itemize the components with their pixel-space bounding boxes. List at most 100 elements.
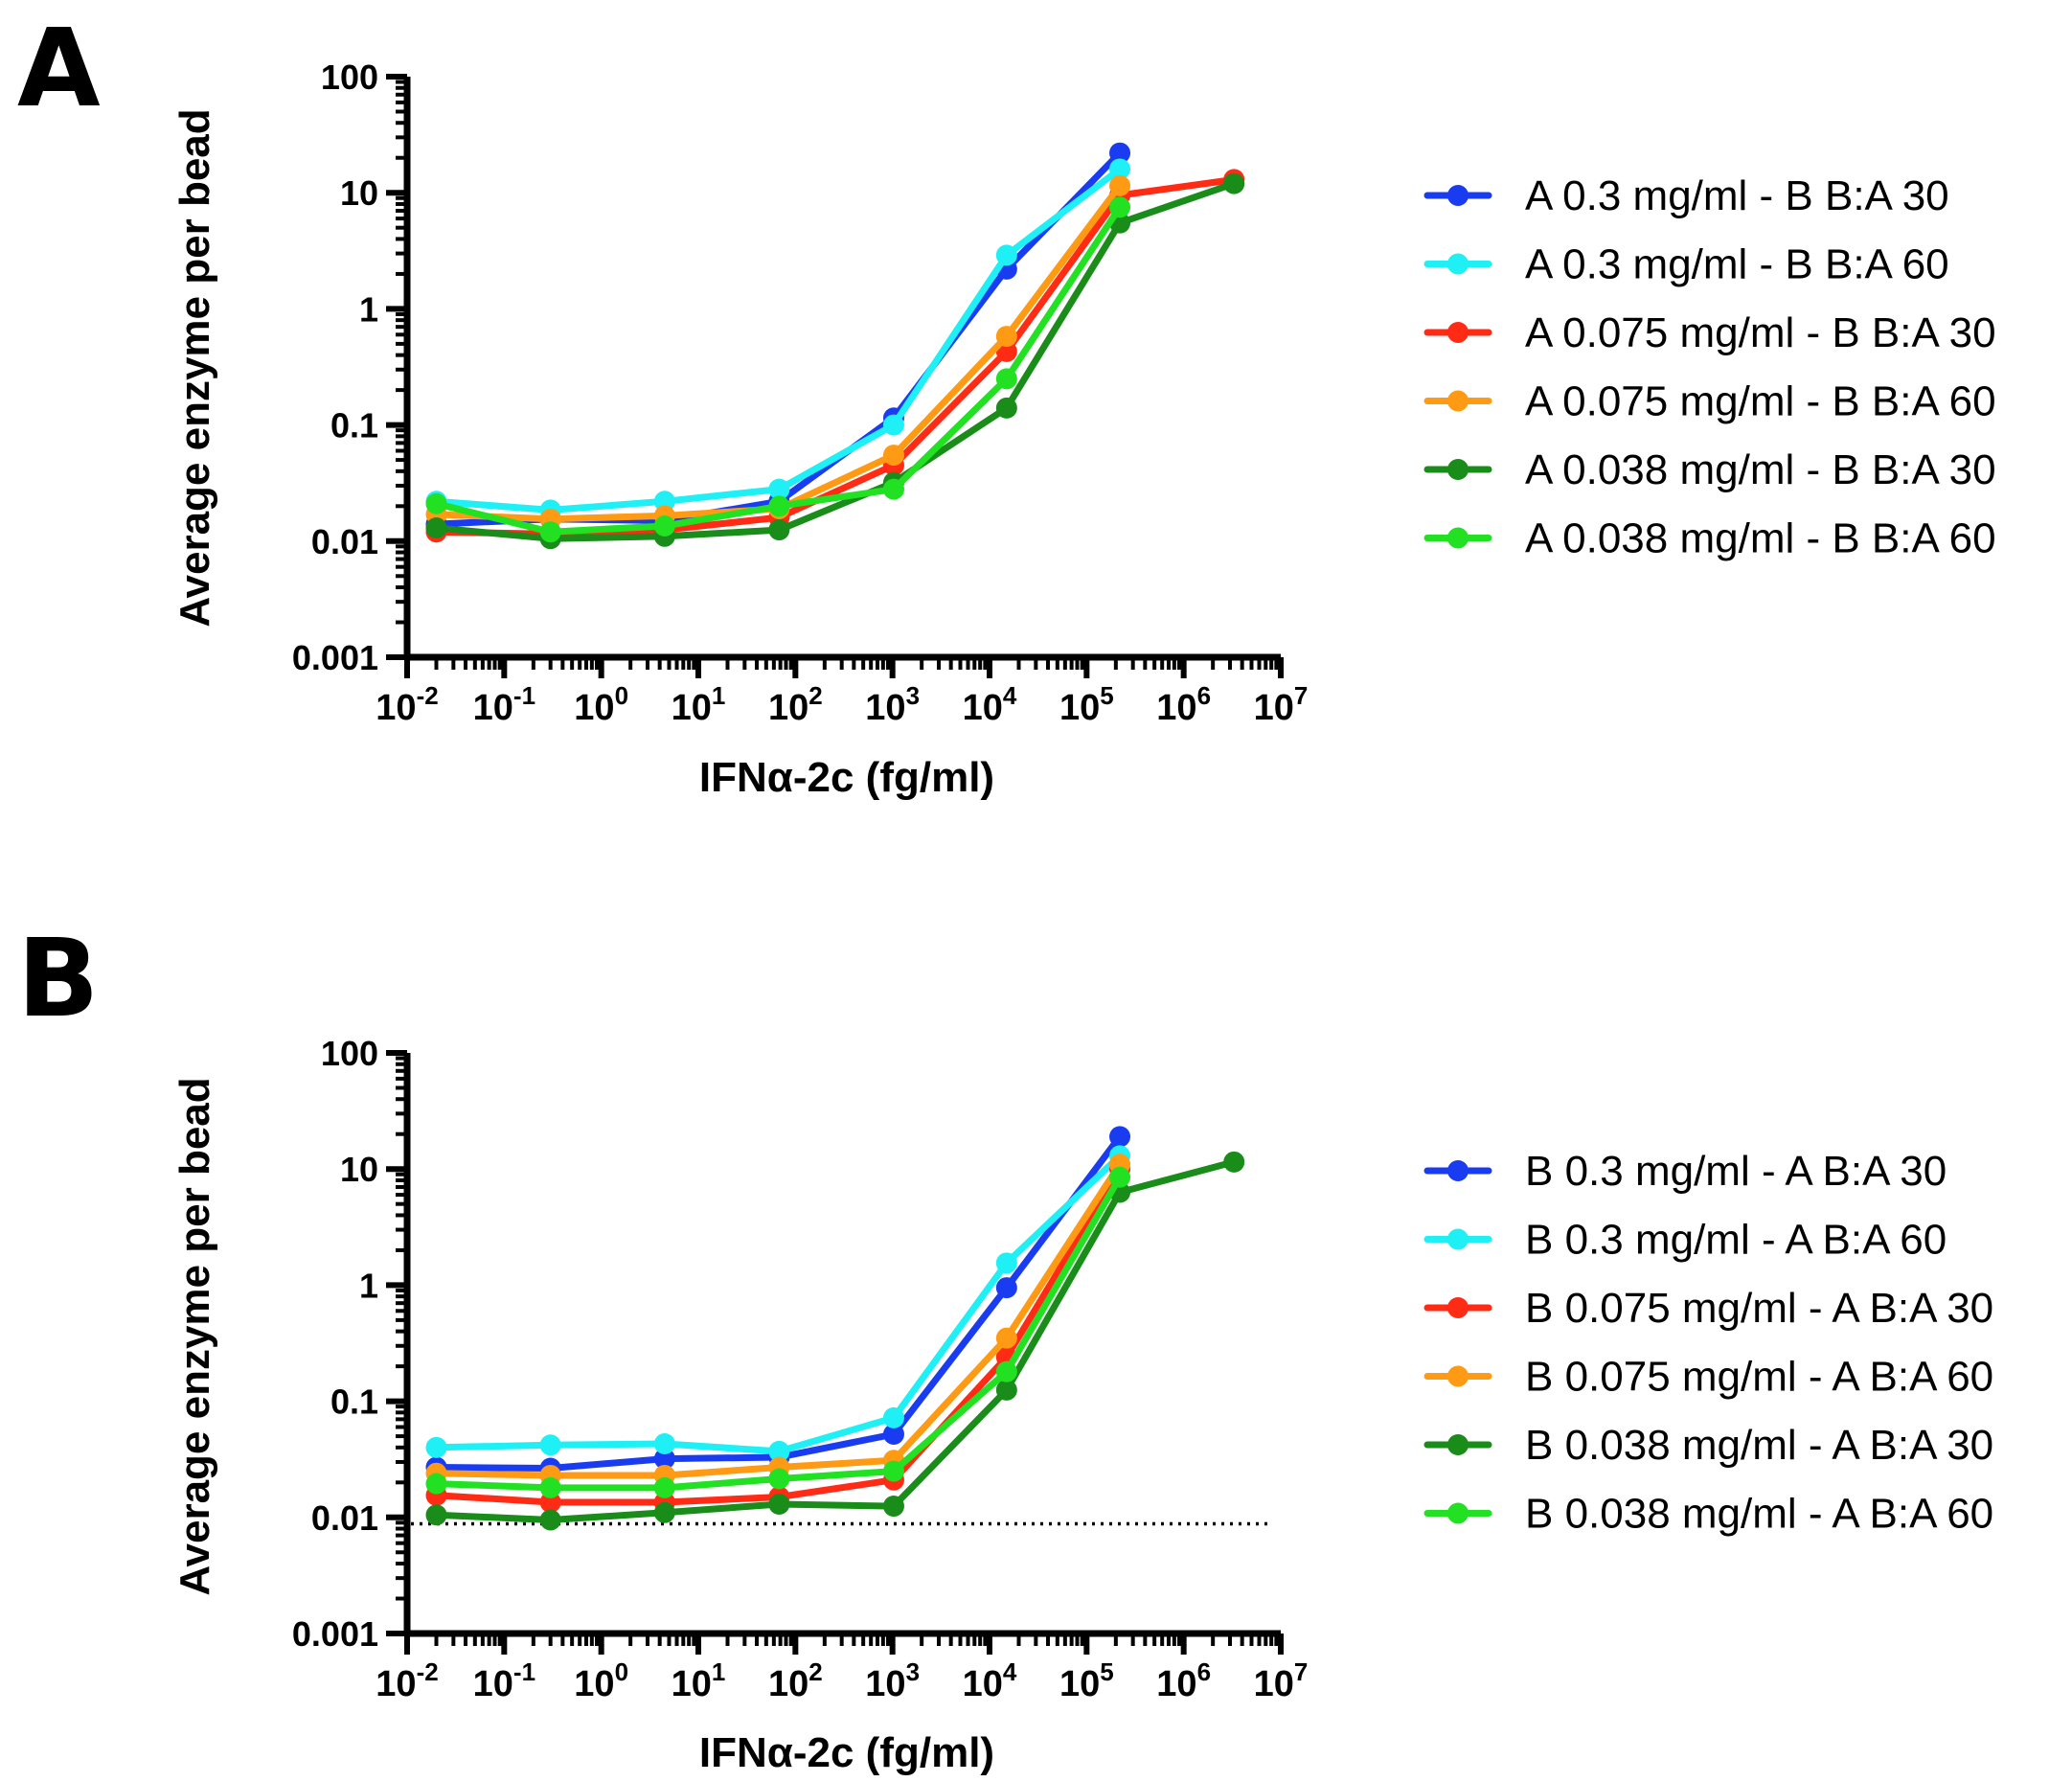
x-tick-label: 100	[574, 681, 628, 728]
x-tick-label: 104	[963, 681, 1017, 728]
data-point	[653, 515, 675, 537]
legend-entry: B 0.3 mg/ml - A B:A 60	[1423, 1217, 1947, 1264]
data-point	[1223, 1151, 1245, 1173]
x-tick-label: 103	[865, 681, 920, 728]
legend-entry: B 0.038 mg/ml - A B:A 60	[1423, 1491, 1993, 1538]
x-tick-label: 106	[1156, 1657, 1211, 1704]
data-point	[425, 516, 447, 538]
data-point	[1109, 1166, 1131, 1188]
legend-label: A 0.038 mg/ml - B B:A 60	[1525, 515, 1996, 562]
legend-label: A 0.075 mg/ml - B B:A 60	[1525, 378, 1996, 425]
data-point	[882, 445, 904, 467]
data-point	[882, 1406, 904, 1428]
y-tick-label: 0.001	[292, 1614, 378, 1654]
data-point	[995, 1379, 1017, 1401]
data-point	[1109, 142, 1131, 164]
legend-entry: B 0.075 mg/ml - A B:A 60	[1423, 1354, 1993, 1401]
y-tick-label: 0.01	[311, 1498, 378, 1538]
data-point	[882, 1496, 904, 1518]
legend-swatch-marker	[1447, 1434, 1469, 1455]
legend-label: A 0.3 mg/ml - B B:A 30	[1525, 172, 1949, 219]
legend-entry: B 0.038 mg/ml - A B:A 30	[1423, 1422, 1993, 1469]
data-point	[425, 1504, 447, 1526]
x-tick-label: 104	[963, 1657, 1017, 1704]
data-point	[995, 1360, 1017, 1382]
y-tick-label: 100	[321, 1034, 378, 1073]
panel-a: A 0.001 0.01 0.1 1 10 100 10-2 10-1 100 101 102 103…	[17, 7, 1996, 801]
series-line	[433, 180, 1238, 542]
legend-swatch-marker	[1447, 390, 1469, 412]
legend-swatch-marker	[1447, 322, 1469, 343]
data-point	[995, 326, 1017, 348]
data-point	[653, 1501, 675, 1523]
x-tick-label: 105	[1059, 1657, 1114, 1704]
data-point	[1109, 196, 1131, 218]
data-point	[1223, 172, 1245, 194]
data-point	[995, 1327, 1017, 1349]
x-axis-title: IFNα-2c (fg/ml)	[699, 754, 994, 801]
series-line	[433, 1158, 1238, 1523]
data-point	[1109, 1126, 1131, 1148]
x-tick-label: 103	[865, 1657, 920, 1704]
data-point	[539, 1434, 561, 1456]
x-axis-title: IFNα-2c (fg/ml)	[699, 1729, 994, 1776]
x-tick-label: 100	[574, 1657, 628, 1704]
data-point	[425, 492, 447, 514]
legend-entry: A 0.075 mg/ml - B B:A 30	[1423, 309, 1996, 356]
y-axis-title: Average enzyme per bead	[171, 108, 218, 627]
legend-entry: A 0.3 mg/ml - B B:A 30	[1423, 172, 1949, 219]
data-point	[882, 1460, 904, 1482]
legend-entry: A 0.075 mg/ml - B B:A 60	[1423, 378, 1996, 425]
panel-letter-b: B	[17, 917, 99, 1041]
data-point	[425, 1473, 447, 1495]
legend: B 0.3 mg/ml - A B:A 30 B 0.3 mg/ml - A B:…	[1423, 1148, 1993, 1538]
series-5	[425, 1151, 1245, 1531]
legend: A 0.3 mg/ml - B B:A 30 A 0.3 mg/ml - B B:…	[1423, 172, 1996, 562]
data-point	[1109, 174, 1131, 196]
panel-letter-a: A	[17, 7, 101, 131]
legend-swatch-marker	[1447, 1502, 1469, 1524]
data-point	[768, 1440, 790, 1462]
x-tick-label: 10-2	[376, 681, 438, 728]
data-point	[995, 1252, 1017, 1274]
data-point	[995, 368, 1017, 390]
legend-swatch-marker	[1447, 253, 1469, 275]
y-tick-label: 0.001	[292, 638, 378, 677]
legend-label: B 0.038 mg/ml - A B:A 60	[1525, 1491, 1993, 1538]
x-tick-label: 107	[1254, 681, 1309, 728]
legend-swatch-marker	[1447, 1297, 1469, 1318]
legend-entry: A 0.038 mg/ml - B B:A 30	[1423, 446, 1996, 493]
x-tick-label: 102	[768, 681, 823, 728]
panel-b: B 0.001 0.01 0.1 1 10 100 10-2 10-1 100 101 102 103…	[17, 917, 1993, 1776]
data-point	[653, 1448, 675, 1470]
legend-entry: B 0.3 mg/ml - A B:A 30	[1423, 1148, 1947, 1195]
data-point	[882, 414, 904, 436]
data-point	[425, 1436, 447, 1458]
legend-swatch-marker	[1447, 185, 1469, 206]
legend-label: A 0.3 mg/ml - B B:A 60	[1525, 241, 1949, 288]
data-point	[768, 495, 790, 517]
data-point	[653, 491, 675, 513]
legend-entry: B 0.075 mg/ml - A B:A 30	[1423, 1285, 1993, 1332]
series-6	[425, 1166, 1131, 1498]
legend-entry: A 0.3 mg/ml - B B:A 60	[1423, 241, 1949, 288]
legend-label: B 0.075 mg/ml - A B:A 30	[1525, 1285, 1993, 1332]
x-tick-label: 107	[1254, 1657, 1309, 1704]
legend-label: B 0.3 mg/ml - A B:A 30	[1525, 1148, 1947, 1195]
data-point	[1109, 158, 1131, 180]
x-tick-label: 10-1	[473, 1657, 535, 1704]
data-point	[539, 1492, 561, 1514]
legend-label: B 0.038 mg/ml - A B:A 30	[1525, 1422, 1993, 1469]
data-point	[882, 478, 904, 500]
y-axis-title: Average enzyme per bead	[171, 1077, 218, 1595]
data-point	[653, 1433, 675, 1455]
data-point	[653, 1476, 675, 1498]
legend-swatch-marker	[1447, 527, 1469, 549]
data-point	[768, 478, 790, 500]
legend-label: A 0.075 mg/ml - B B:A 30	[1525, 309, 1996, 356]
data-point	[995, 397, 1017, 419]
data-point	[768, 1493, 790, 1515]
legend-entry: A 0.038 mg/ml - B B:A 60	[1423, 515, 1996, 562]
y-tick-label: 100	[321, 57, 378, 97]
